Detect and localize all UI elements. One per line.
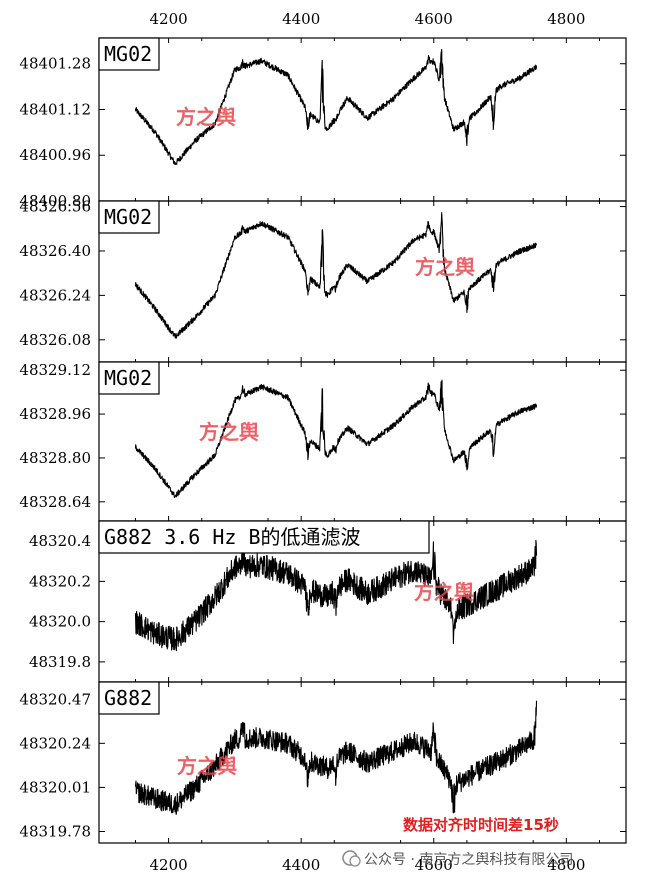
watermark-4: 方之舆 — [414, 580, 474, 604]
watermarks: 方之舆 方之舆 方之舆 方之舆 方之舆 — [176, 105, 475, 778]
panel-4: 48320.4 48320.2 48320.0 48319.8 G882 3.6 Hz … — [29, 520, 627, 683]
series-line — [134, 48, 538, 166]
panel-2: 48326.56 48326.40 48326.24 48326.08 MG02 — [19, 198, 627, 363]
panel-5: 48320.47 48320.24 48320.01 48319.78 G882 — [19, 681, 627, 844]
y-tick-label: 48401.12 — [19, 100, 91, 118]
bottom-x-tick-label: 4800 — [547, 856, 585, 874]
y-tick-label: 48320.2 — [29, 572, 91, 590]
panel-label: MG02 — [104, 366, 152, 390]
panel-label: MG02 — [104, 42, 152, 66]
y-tick-label: 48328.96 — [19, 405, 91, 423]
panel-label-box — [98, 681, 160, 715]
y-tick-label: 48320.0 — [29, 613, 91, 631]
series-line — [134, 539, 538, 652]
bottom-x-axis: 4200 4400 4600 4800 — [150, 856, 586, 874]
panel-frame — [98, 681, 627, 844]
panel-3: 48329.12 48328.96 48328.80 48328.64 MG02 — [19, 361, 627, 522]
y-tick-label: 48401.28 — [19, 55, 91, 73]
y-tick-label: 48329.12 — [19, 361, 91, 379]
top-x-tick-label: 4800 — [547, 10, 585, 28]
series-line — [134, 379, 538, 499]
y-tick-label: 48319.78 — [19, 823, 91, 841]
y-tick-label: 48326.08 — [19, 331, 91, 349]
y-tick-label: 48400.80 — [19, 192, 91, 210]
panels: 48401.2848401.1248400.9648400.80MG024832… — [19, 37, 627, 844]
series-line — [134, 700, 538, 815]
y-tick-label: 48320.4 — [29, 532, 91, 550]
time-offset-note: 数据对齐时时间差15秒 — [403, 816, 559, 834]
watermark-3: 方之舆 — [199, 420, 259, 444]
y-tick-label: 48320.24 — [19, 734, 91, 752]
y-tick-label: 48320.01 — [19, 778, 91, 796]
panel-label: G882 — [104, 686, 152, 710]
panel-1: 48401.28 48401.12 48400.96 48400.80 MG02 — [19, 37, 627, 210]
y-tick-label: 48320.47 — [19, 690, 91, 708]
bottom-x-tick-label: 4200 — [150, 856, 188, 874]
bottom-x-tick-label: 4400 — [282, 856, 320, 874]
bottom-x-tick-label: 4600 — [415, 856, 453, 874]
panel-frame — [98, 200, 627, 363]
top-x-tick-label: 4200 — [150, 10, 188, 28]
panel-label: G882 3.6 Hz B的低通滤波 — [104, 525, 361, 549]
wechat-icon-inner — [349, 855, 361, 867]
panel-label-box — [98, 361, 160, 395]
credit-line: 公众号 · 南京方之舆科技有限公司 — [342, 850, 573, 868]
series-line — [134, 212, 538, 339]
y-tick-label: 48326.24 — [19, 286, 91, 304]
top-x-tick-label: 4600 — [415, 10, 453, 28]
y-tick-label: 48400.96 — [19, 146, 91, 164]
top-x-tick-label: 4400 — [282, 10, 320, 28]
y-tick-label: 48328.64 — [19, 493, 91, 511]
credit-text: 公众号 · 南京方之舆科技有限公司 — [364, 852, 573, 868]
panel-label-box — [98, 200, 160, 234]
panel-label-box — [98, 520, 430, 554]
y-tick-label: 48319.8 — [29, 653, 91, 671]
panel-label-box — [98, 37, 160, 71]
top-x-axis: 4200 4400 4600 4800 — [150, 10, 586, 28]
y-tick-label: 48326.40 — [19, 242, 91, 260]
watermark-2: 方之舆 — [415, 255, 475, 279]
watermark-1: 方之舆 — [176, 105, 236, 129]
y-tick-label: 48326.56 — [19, 198, 91, 216]
panel-label: MG02 — [104, 205, 152, 229]
y-tick-label: 48328.80 — [19, 449, 91, 467]
watermark-5: 方之舆 — [177, 754, 237, 778]
